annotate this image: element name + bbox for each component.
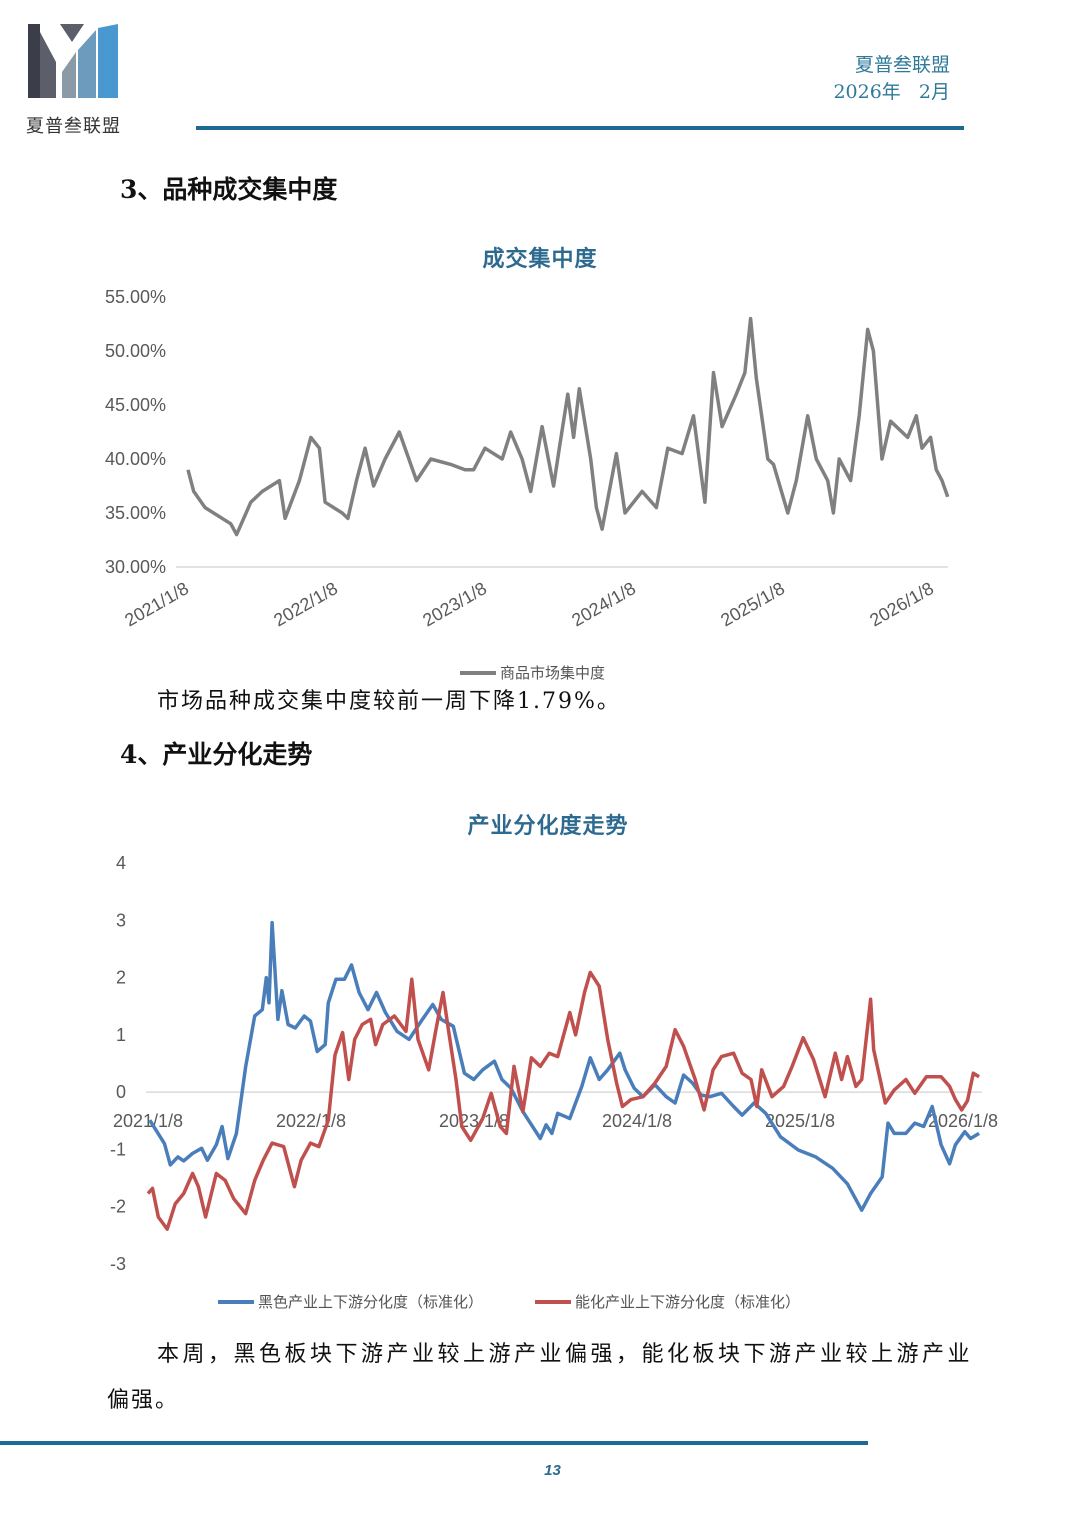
legend-swatch-black bbox=[218, 1299, 254, 1304]
header-divider bbox=[196, 126, 964, 130]
series-line-1 bbox=[148, 920, 981, 1212]
x-tick-label: 2021/1/8 bbox=[113, 1111, 183, 1131]
x-tick-label: 2026/1/8 bbox=[866, 578, 937, 630]
y-tick-label: 30.00% bbox=[105, 557, 166, 577]
section-heading-4: 4、产业分化走势 bbox=[120, 740, 313, 769]
header-org: 夏普叁联盟 bbox=[854, 54, 950, 76]
x-tick-label: 2023/1/8 bbox=[439, 1111, 509, 1131]
header-date: 2026年 2月 bbox=[833, 81, 950, 103]
x-tick-label: 2022/1/8 bbox=[270, 578, 341, 630]
x-tick-label: 2022/1/8 bbox=[276, 1111, 346, 1131]
series-line-2 bbox=[146, 970, 981, 1231]
logo-text: 夏普叁联盟 bbox=[26, 116, 121, 137]
section-4-paragraph-line2: 偏强。 bbox=[107, 1388, 180, 1413]
y-tick-label: 55.00% bbox=[105, 287, 166, 307]
section-3-paragraph: 市场品种成交集中度较前一周下降1.79%。 bbox=[157, 689, 621, 714]
page-number: 13 bbox=[544, 1462, 561, 1479]
legend-label-energy: 能化产业上下游分化度（标准化） bbox=[575, 1293, 801, 1311]
y-tick-label: -2 bbox=[110, 1197, 126, 1217]
chart1-legend: 商品市场集中度 bbox=[460, 662, 605, 683]
x-tick-label: 2024/1/8 bbox=[568, 578, 639, 630]
chart2-divergence: 4 3 2 1 0 -1 -2 -3 2021/1/8 2022/1/8 2023/1/8 2024/… bbox=[110, 853, 998, 1274]
x-tick-label: 2025/1/8 bbox=[765, 1111, 835, 1131]
chart2-title: 产业分化度走势 bbox=[467, 813, 629, 839]
legend-swatch bbox=[460, 670, 496, 675]
legend-swatch-energy bbox=[535, 1299, 572, 1304]
x-tick-label: 2026/1/8 bbox=[928, 1111, 998, 1131]
y-tick-label: 1 bbox=[116, 1025, 126, 1045]
y-tick-label: 45.00% bbox=[105, 395, 166, 415]
y-tick-label: 0 bbox=[116, 1082, 126, 1102]
section-heading-3: 3、品种成交集中度 bbox=[120, 175, 338, 204]
y-tick-label: 40.00% bbox=[105, 449, 166, 469]
x-tick-label: 2025/1/8 bbox=[717, 578, 788, 630]
chart1-title: 成交集中度 bbox=[482, 246, 598, 272]
y-tick-label: 35.00% bbox=[105, 503, 166, 523]
chart2-legend: 黑色产业上下游分化度（标准化） 能化产业上下游分化度（标准化） bbox=[218, 1291, 800, 1312]
legend-label: 商品市场集中度 bbox=[500, 664, 606, 682]
y-tick-label: 4 bbox=[116, 853, 126, 873]
x-tick-label: 2024/1/8 bbox=[602, 1111, 672, 1131]
series-line-1 bbox=[186, 316, 950, 537]
x-tick-label: 2023/1/8 bbox=[419, 578, 490, 630]
x-tick-label: 2021/1/8 bbox=[121, 578, 192, 630]
y-tick-label: -3 bbox=[110, 1254, 126, 1274]
footer-divider bbox=[0, 1441, 868, 1445]
logo bbox=[28, 24, 118, 98]
y-tick-label: 50.00% bbox=[105, 341, 166, 361]
chart1-concentration: 55.00% 50.00% 45.00% 40.00% 35.00% 30.00%2021… bbox=[105, 287, 950, 631]
section-4-paragraph-line1: 本周，黑色板块下游产业较上游产业偏强，能化板块下游产业较上游产业 bbox=[157, 1342, 974, 1367]
legend-label-black: 黑色产业上下游分化度（标准化） bbox=[258, 1293, 484, 1311]
y-tick-label: -1 bbox=[110, 1139, 126, 1159]
y-tick-label: 2 bbox=[116, 968, 126, 988]
y-tick-label: 3 bbox=[116, 910, 126, 930]
